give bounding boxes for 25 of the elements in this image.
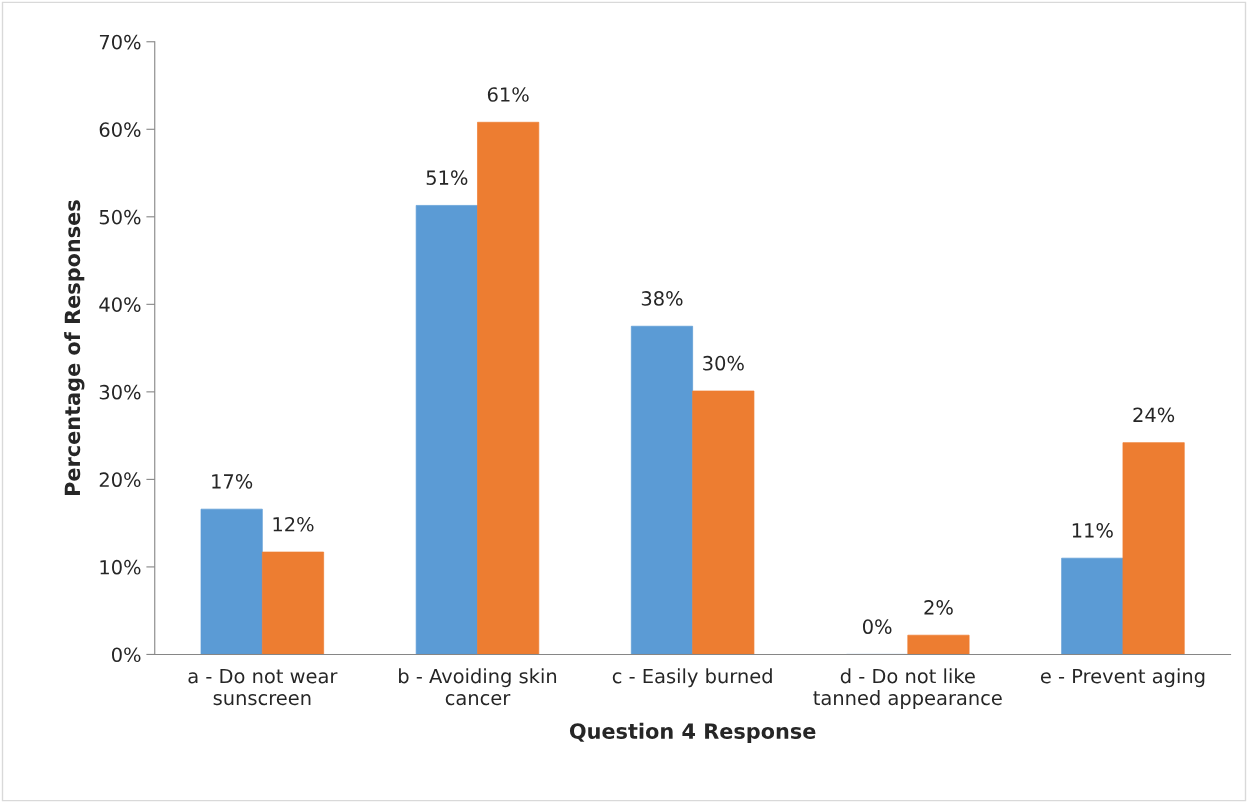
x-tick-label: c - Easily burned	[612, 668, 772, 688]
data-label: 38%	[641, 291, 683, 306]
x-tick-label: b - Avoiding skin cancer	[399, 668, 557, 706]
y-tick-label: 10%	[100, 559, 141, 575]
x-axis-title: Question 4 Response	[569, 722, 816, 743]
y-tick-label: 40%	[99, 297, 141, 312]
data-label: 24%	[1133, 407, 1175, 423]
data-label: 51%	[426, 170, 468, 185]
y-tick-label: 0%	[111, 647, 141, 663]
data-label: 17%	[212, 474, 253, 489]
data-label: 12%	[273, 516, 314, 532]
x-tick-label: d - Do not like tanned appearance	[813, 668, 1002, 709]
y-axis-title: Percentage of Responses	[64, 200, 85, 495]
y-tick-label: 50%	[99, 209, 141, 225]
y-tick-label: 30%	[99, 384, 141, 400]
data-label: 0%	[862, 619, 892, 635]
data-label: 61%	[487, 87, 529, 102]
y-tick-label: 70%	[99, 34, 141, 50]
x-tick-label: a - Do not wear sunscreen	[188, 668, 338, 706]
data-label: 2%	[924, 600, 953, 615]
data-label: 30%	[703, 355, 744, 371]
y-tick-label: 20%	[99, 472, 141, 488]
data-label: 11%	[1072, 523, 1113, 538]
y-tick-label: 60%	[99, 122, 141, 137]
x-tick-label: e - Prevent aging	[1040, 668, 1205, 688]
